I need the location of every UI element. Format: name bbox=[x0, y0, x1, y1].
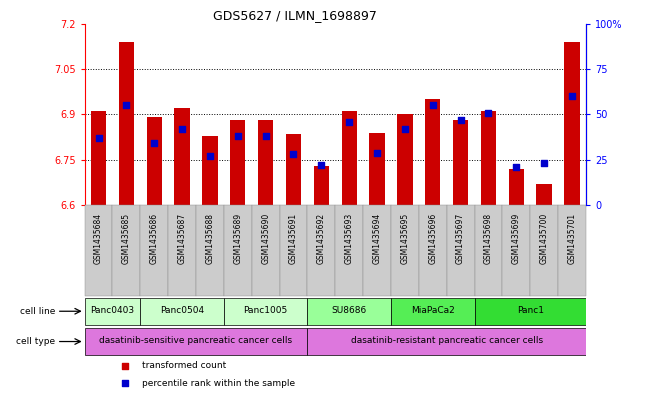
Point bbox=[121, 102, 132, 108]
Text: GSM1435692: GSM1435692 bbox=[317, 213, 326, 264]
Bar bbox=[146, 118, 162, 205]
Point bbox=[400, 126, 410, 132]
Bar bbox=[397, 114, 413, 205]
Bar bbox=[258, 121, 273, 205]
Text: GSM1435700: GSM1435700 bbox=[540, 213, 549, 264]
Text: GSM1435684: GSM1435684 bbox=[94, 213, 103, 264]
Point bbox=[456, 117, 466, 123]
Bar bbox=[536, 184, 552, 205]
Text: GSM1435690: GSM1435690 bbox=[261, 213, 270, 264]
Point bbox=[204, 153, 215, 159]
Text: cell type: cell type bbox=[16, 337, 55, 346]
FancyBboxPatch shape bbox=[85, 328, 307, 355]
FancyBboxPatch shape bbox=[307, 205, 335, 296]
Text: GSM1435699: GSM1435699 bbox=[512, 213, 521, 264]
Point bbox=[120, 363, 130, 369]
Point bbox=[260, 133, 271, 140]
Bar bbox=[314, 166, 329, 205]
Text: GSM1435685: GSM1435685 bbox=[122, 213, 131, 264]
Point bbox=[511, 164, 521, 170]
Text: Panc0403: Panc0403 bbox=[90, 306, 135, 315]
FancyBboxPatch shape bbox=[141, 205, 168, 296]
Bar bbox=[286, 134, 301, 205]
Point bbox=[372, 149, 382, 156]
FancyBboxPatch shape bbox=[530, 205, 558, 296]
Point bbox=[483, 110, 493, 116]
FancyBboxPatch shape bbox=[307, 298, 391, 325]
Bar bbox=[174, 108, 189, 205]
Text: percentile rank within the sample: percentile rank within the sample bbox=[143, 379, 296, 387]
Text: GSM1435686: GSM1435686 bbox=[150, 213, 159, 264]
Point bbox=[344, 119, 354, 125]
Point bbox=[288, 151, 299, 158]
Text: dasatinib-resistant pancreatic cancer cells: dasatinib-resistant pancreatic cancer ce… bbox=[351, 336, 543, 345]
FancyBboxPatch shape bbox=[85, 298, 141, 325]
FancyBboxPatch shape bbox=[196, 205, 224, 296]
Bar bbox=[118, 42, 134, 205]
Bar bbox=[202, 136, 217, 205]
Point bbox=[316, 162, 327, 169]
Text: GSM1435689: GSM1435689 bbox=[233, 213, 242, 264]
Point bbox=[232, 133, 243, 140]
FancyBboxPatch shape bbox=[558, 205, 586, 296]
Bar bbox=[508, 169, 524, 205]
FancyBboxPatch shape bbox=[363, 205, 391, 296]
FancyBboxPatch shape bbox=[503, 205, 530, 296]
Bar bbox=[453, 121, 468, 205]
Text: transformed count: transformed count bbox=[143, 361, 227, 370]
Text: GSM1435697: GSM1435697 bbox=[456, 213, 465, 264]
FancyBboxPatch shape bbox=[85, 205, 113, 296]
Point bbox=[120, 380, 130, 386]
Bar bbox=[481, 111, 496, 205]
Text: GSM1435695: GSM1435695 bbox=[400, 213, 409, 264]
Text: SU8686: SU8686 bbox=[331, 306, 367, 315]
Text: GSM1435691: GSM1435691 bbox=[289, 213, 298, 264]
Bar bbox=[369, 132, 385, 205]
Bar bbox=[91, 111, 106, 205]
Text: GSM1435694: GSM1435694 bbox=[372, 213, 381, 264]
FancyBboxPatch shape bbox=[141, 298, 224, 325]
FancyBboxPatch shape bbox=[252, 205, 279, 296]
Title: GDS5627 / ILMN_1698897: GDS5627 / ILMN_1698897 bbox=[214, 9, 377, 22]
FancyBboxPatch shape bbox=[113, 205, 141, 296]
Point bbox=[149, 140, 159, 147]
Text: GSM1435698: GSM1435698 bbox=[484, 213, 493, 264]
Text: Panc1005: Panc1005 bbox=[243, 306, 288, 315]
Point bbox=[539, 160, 549, 167]
Text: GSM1435693: GSM1435693 bbox=[344, 213, 353, 264]
FancyBboxPatch shape bbox=[224, 205, 252, 296]
FancyBboxPatch shape bbox=[475, 298, 586, 325]
FancyBboxPatch shape bbox=[335, 205, 363, 296]
Bar bbox=[342, 111, 357, 205]
FancyBboxPatch shape bbox=[279, 205, 307, 296]
Text: GSM1435696: GSM1435696 bbox=[428, 213, 437, 264]
FancyBboxPatch shape bbox=[391, 298, 475, 325]
Bar bbox=[564, 42, 579, 205]
FancyBboxPatch shape bbox=[168, 205, 196, 296]
Bar bbox=[230, 121, 245, 205]
Point bbox=[93, 135, 104, 141]
Text: Panc1: Panc1 bbox=[517, 306, 544, 315]
FancyBboxPatch shape bbox=[307, 328, 586, 355]
Text: dasatinib-sensitive pancreatic cancer cells: dasatinib-sensitive pancreatic cancer ce… bbox=[100, 336, 292, 345]
Text: GSM1435701: GSM1435701 bbox=[568, 213, 577, 264]
Text: GSM1435688: GSM1435688 bbox=[206, 213, 214, 264]
Text: GSM1435687: GSM1435687 bbox=[178, 213, 187, 264]
Point bbox=[177, 126, 187, 132]
FancyBboxPatch shape bbox=[419, 205, 447, 296]
FancyBboxPatch shape bbox=[224, 298, 307, 325]
FancyBboxPatch shape bbox=[391, 205, 419, 296]
Text: MiaPaCa2: MiaPaCa2 bbox=[411, 306, 454, 315]
FancyBboxPatch shape bbox=[475, 205, 503, 296]
Text: cell line: cell line bbox=[20, 307, 55, 316]
Text: Panc0504: Panc0504 bbox=[160, 306, 204, 315]
Point bbox=[567, 93, 577, 99]
FancyBboxPatch shape bbox=[447, 205, 475, 296]
Point bbox=[428, 102, 438, 108]
Bar bbox=[425, 99, 440, 205]
